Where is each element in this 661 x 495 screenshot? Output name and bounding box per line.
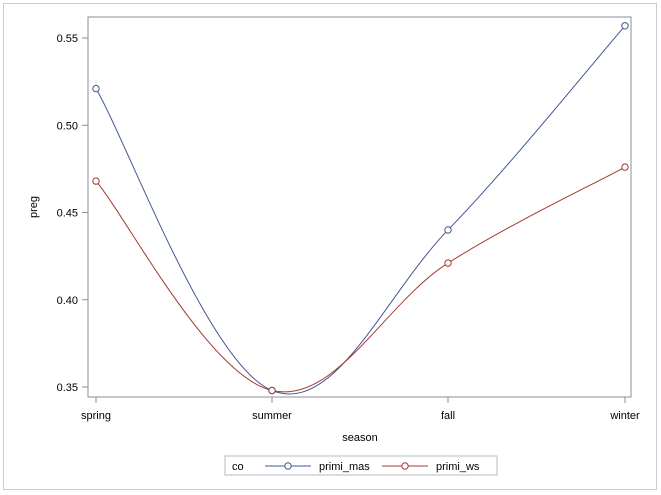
x-tick-label-summer: summer <box>252 410 292 422</box>
data-point-primi_mas-spring <box>92 84 100 93</box>
legend-marker-primi_mas <box>284 462 292 470</box>
plot-area <box>87 16 632 398</box>
legend-marker-primi_ws <box>401 462 409 470</box>
x-axis-label: season <box>342 432 377 444</box>
x-tick-label-winter: winter <box>609 410 640 422</box>
legend: co primi_mas primi_ws <box>224 455 498 476</box>
x-tick-label-fall: fall <box>441 410 455 422</box>
y-tick-label: 0.40 <box>57 295 78 307</box>
y-axis: 0.35 0.40 0.45 0.50 0.55 <box>57 33 88 394</box>
x-tick-label-spring: spring <box>81 410 111 422</box>
series-layer <box>92 22 629 395</box>
data-point-primi_ws-summer <box>268 386 276 395</box>
data-point-primi_ws-fall <box>444 259 452 267</box>
series-line-primi_ws <box>95 166 626 393</box>
data-point-primi_ws-winter <box>621 163 629 171</box>
data-point-primi_mas-winter <box>621 22 629 30</box>
legend-box <box>224 455 498 476</box>
data-point-primi_mas-fall <box>444 226 452 234</box>
legend-label-primi_mas: primi_mas <box>319 461 370 473</box>
y-tick-label: 0.35 <box>57 382 78 394</box>
y-axis-label: preg <box>28 196 40 218</box>
y-tick-label: 0.50 <box>57 120 78 132</box>
legend-label-primi_ws: primi_ws <box>436 461 480 473</box>
legend-items: primi_mas primi_ws <box>265 461 480 473</box>
y-tick-label: 0.45 <box>57 208 78 220</box>
y-tick-label: 0.55 <box>57 33 78 45</box>
x-axis: spring summer fall winter <box>81 397 640 422</box>
data-point-primi_ws-spring <box>92 177 100 185</box>
legend-title: co <box>232 461 244 473</box>
